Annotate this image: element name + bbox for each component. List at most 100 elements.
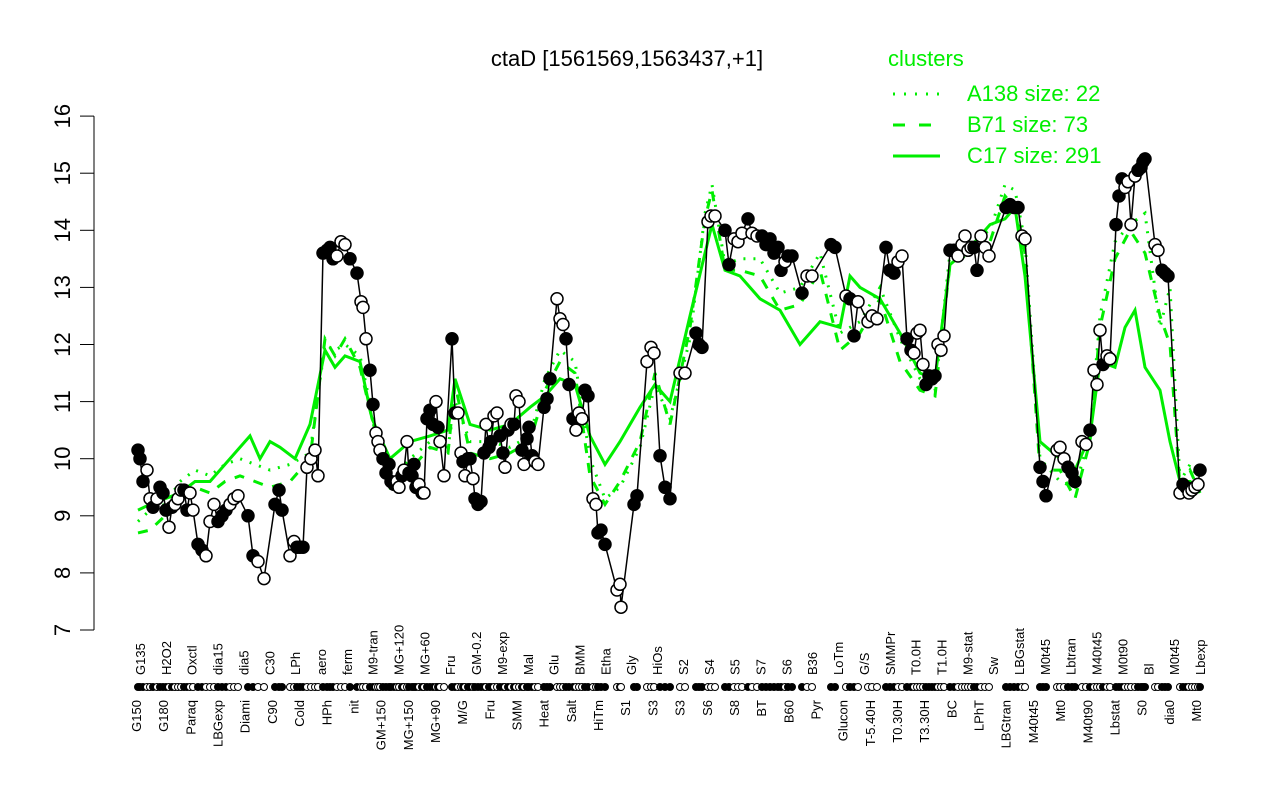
data-point — [1161, 269, 1175, 283]
x-tick-label: Diami — [238, 700, 253, 733]
y-tick-label: 15 — [50, 161, 75, 185]
data-point — [647, 346, 661, 360]
data-point — [308, 443, 322, 457]
x-tick-label: Oxctl — [185, 645, 200, 675]
x-tick-label: S6 — [700, 700, 715, 716]
data-point — [186, 503, 200, 517]
y-tick-label: 12 — [50, 332, 75, 356]
data-point — [359, 332, 373, 346]
data-point — [556, 317, 570, 332]
data-point — [870, 312, 884, 326]
data-point — [1109, 217, 1123, 232]
data-point — [550, 292, 564, 306]
x-rug-point — [854, 683, 862, 691]
y-tick-label: 16 — [50, 104, 75, 128]
data-point — [543, 372, 557, 386]
data-point — [663, 491, 677, 506]
x-rug-point — [440, 683, 448, 691]
data-point — [887, 266, 901, 280]
data-point — [199, 549, 213, 563]
data-point — [156, 486, 170, 500]
x-tick-label: nit — [346, 700, 361, 714]
data-point — [1083, 423, 1097, 437]
x-rug-point — [1021, 683, 1029, 691]
data-point — [575, 411, 589, 426]
data-point — [1039, 489, 1053, 503]
x-tick-label: C90 — [265, 700, 280, 724]
x-tick-label: S6 — [779, 659, 794, 675]
x-tick-label: M/G — [455, 700, 470, 725]
x-tick-label: LBGexp — [211, 700, 226, 747]
data-point — [515, 443, 529, 457]
x-tick-label: LPhT — [972, 700, 987, 731]
y-tick-label: 13 — [50, 275, 75, 299]
x-tick-label: Fru — [443, 656, 458, 676]
x-tick-label: MG+60 — [417, 632, 432, 675]
data-point — [433, 434, 447, 449]
x-tick-label: S3 — [645, 700, 660, 716]
x-tick-label: T0.30H — [890, 700, 905, 743]
data-point — [785, 249, 799, 263]
data-point — [594, 523, 608, 537]
x-rug-point — [234, 683, 242, 691]
data-point — [417, 486, 431, 500]
data-point — [974, 229, 988, 243]
data-point — [520, 431, 534, 446]
data-point — [136, 474, 150, 489]
x-tick-label: GM-0.2 — [469, 632, 484, 675]
x-tick-label: Lbstat — [1108, 700, 1123, 736]
data-point — [431, 420, 445, 435]
data-point — [1191, 477, 1205, 492]
data-point — [847, 329, 861, 343]
x-tick-label: G135 — [133, 643, 148, 675]
x-rug-point — [601, 683, 609, 691]
data-point — [466, 471, 480, 486]
data-point — [916, 357, 930, 372]
data-point — [630, 489, 644, 503]
data-point — [400, 434, 414, 449]
data-point — [879, 240, 893, 255]
x-tick-label: T-5.40H — [863, 700, 878, 746]
x-tick-label: T0.0H — [909, 640, 924, 675]
x-tick-label: Salt — [564, 700, 579, 723]
data-point — [695, 340, 709, 355]
data-point — [771, 240, 785, 255]
data-point — [937, 329, 951, 343]
x-tick-label: HPh — [319, 700, 334, 725]
x-tick-label: Pyr — [809, 699, 824, 719]
data-point — [1018, 232, 1032, 246]
data-point — [407, 457, 421, 472]
data-point — [241, 509, 255, 523]
x-rug-point — [666, 683, 674, 691]
x-rug-point — [873, 683, 881, 691]
x-tick-label: Paraq — [183, 700, 198, 735]
x-tick-label: S4 — [702, 659, 717, 675]
x-tick-label: GM+150 — [374, 700, 389, 750]
data-point — [207, 497, 221, 512]
x-rug-point — [1071, 683, 1079, 691]
x-tick-label: HiTm — [591, 700, 606, 731]
x-rug-point — [711, 683, 719, 691]
x-tick-label: BT — [754, 700, 769, 717]
x-rug-point — [985, 683, 993, 691]
data-point — [522, 420, 536, 435]
data-point — [913, 323, 927, 337]
legend-entry-b71: B71 size: 73 — [967, 112, 1088, 137]
data-point — [338, 237, 352, 252]
data-point — [350, 266, 364, 280]
x-tick-label: MG+90 — [428, 700, 443, 743]
data-point — [296, 540, 310, 554]
x-tick-label: LBGtran — [999, 700, 1014, 748]
x-tick-label: SMM — [510, 700, 525, 730]
x-rug-point — [831, 683, 839, 691]
data-point — [653, 449, 667, 463]
x-tick-label: C30 — [262, 651, 277, 675]
data-point — [970, 263, 984, 278]
data-point — [162, 520, 176, 534]
data-point — [658, 480, 672, 495]
x-tick-label: MG+120 — [392, 625, 407, 675]
x-tick-label: M40t45 — [1026, 700, 1041, 743]
x-rug-point — [633, 683, 641, 691]
x-tick-label: LPh — [288, 652, 303, 675]
